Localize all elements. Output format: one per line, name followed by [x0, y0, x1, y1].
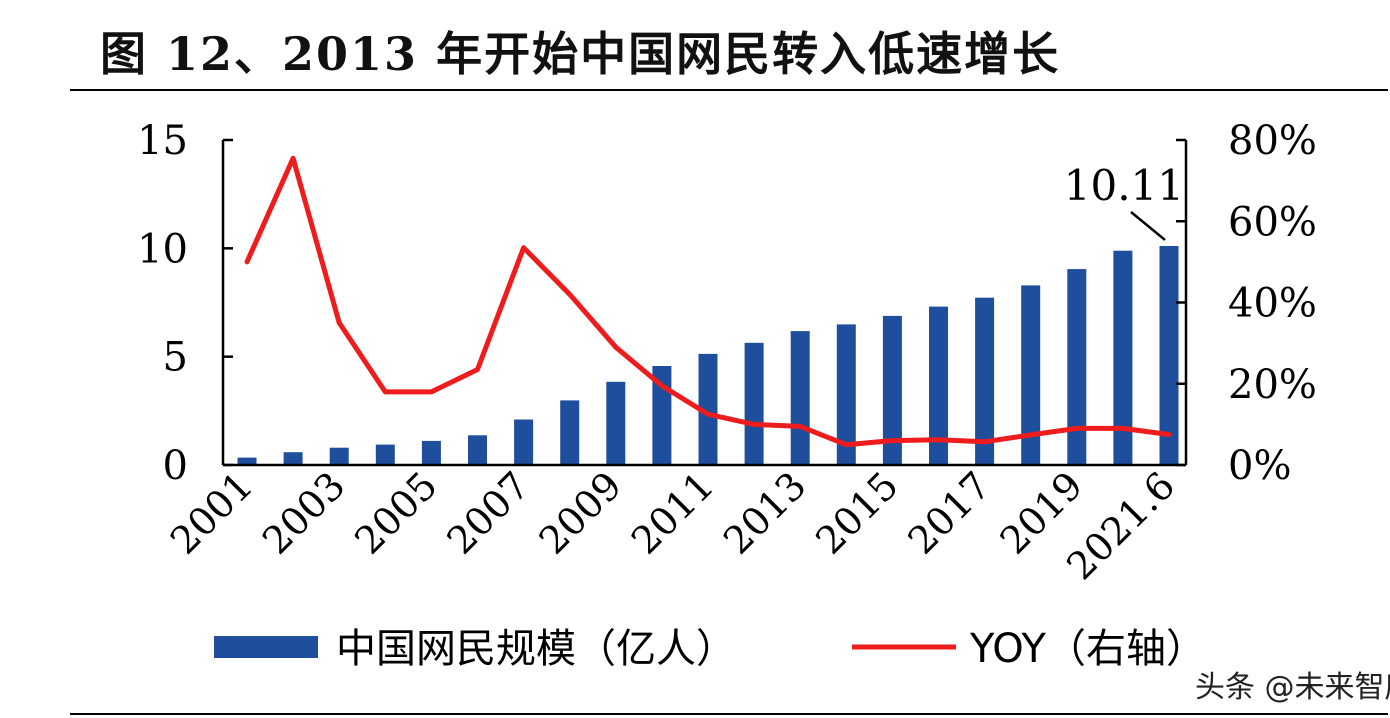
- bar-2015: [882, 315, 902, 465]
- bar-2007: [514, 419, 534, 465]
- bar-2001: [237, 457, 257, 465]
- bar-2006: [468, 435, 487, 465]
- yoy-line: [244, 155, 1172, 448]
- x-tick-label: 2007: [438, 463, 538, 563]
- right-tick-label: 40%: [1228, 281, 1317, 327]
- bar-2017: [975, 297, 995, 465]
- bar-2018: [1021, 285, 1041, 465]
- right-tick-label: 60%: [1228, 199, 1317, 245]
- figure-title: 图 12、2013 年开始中国网民转入低速增长: [100, 27, 1061, 81]
- left-tick-label: 15: [137, 118, 188, 164]
- top-rule: [70, 89, 1388, 91]
- bar-2005: [421, 440, 441, 465]
- x-tick-label: 2005: [346, 463, 446, 563]
- x-tick-label: 2015: [807, 463, 907, 563]
- bar-2021.6: [1159, 246, 1179, 465]
- annotation-label: 10.11: [1064, 161, 1184, 210]
- bar-2008: [560, 400, 580, 465]
- right-tick-label: 20%: [1228, 362, 1317, 408]
- legend-line-label: YOY（右轴）: [969, 626, 1206, 672]
- bar-2012: [744, 342, 764, 465]
- left-tick-label: 0: [163, 443, 188, 489]
- right-tick-label: 0%: [1228, 443, 1291, 489]
- left-tick-label: 5: [163, 335, 188, 381]
- x-tick-label: 2009: [531, 463, 631, 563]
- bar-2009: [606, 381, 626, 465]
- bar-2004: [375, 444, 395, 465]
- annotation-leader-line: [1130, 211, 1166, 241]
- bar-2020: [1113, 250, 1133, 465]
- bar-2002: [283, 452, 303, 465]
- bottom-rule: [70, 713, 1388, 715]
- bar-2013: [790, 331, 810, 465]
- x-tick-label: 2011: [623, 463, 723, 563]
- bar-2014: [836, 324, 856, 465]
- bar-2003: [329, 447, 349, 465]
- x-tick-label: 2003: [254, 463, 354, 563]
- right-tick-label: 80%: [1228, 118, 1317, 164]
- legend-bar-swatch: [214, 636, 318, 658]
- bar-2011: [698, 353, 718, 465]
- watermark: 头条 @未来智库: [1195, 670, 1390, 705]
- x-tick-label: 2013: [715, 463, 815, 563]
- bar-2016: [929, 306, 948, 465]
- legend-bar-label: 中国网民规模（亿人）: [336, 626, 736, 672]
- x-tick-label: 2017: [899, 463, 999, 563]
- bar-2019: [1067, 269, 1087, 465]
- left-tick-label: 10: [137, 226, 188, 272]
